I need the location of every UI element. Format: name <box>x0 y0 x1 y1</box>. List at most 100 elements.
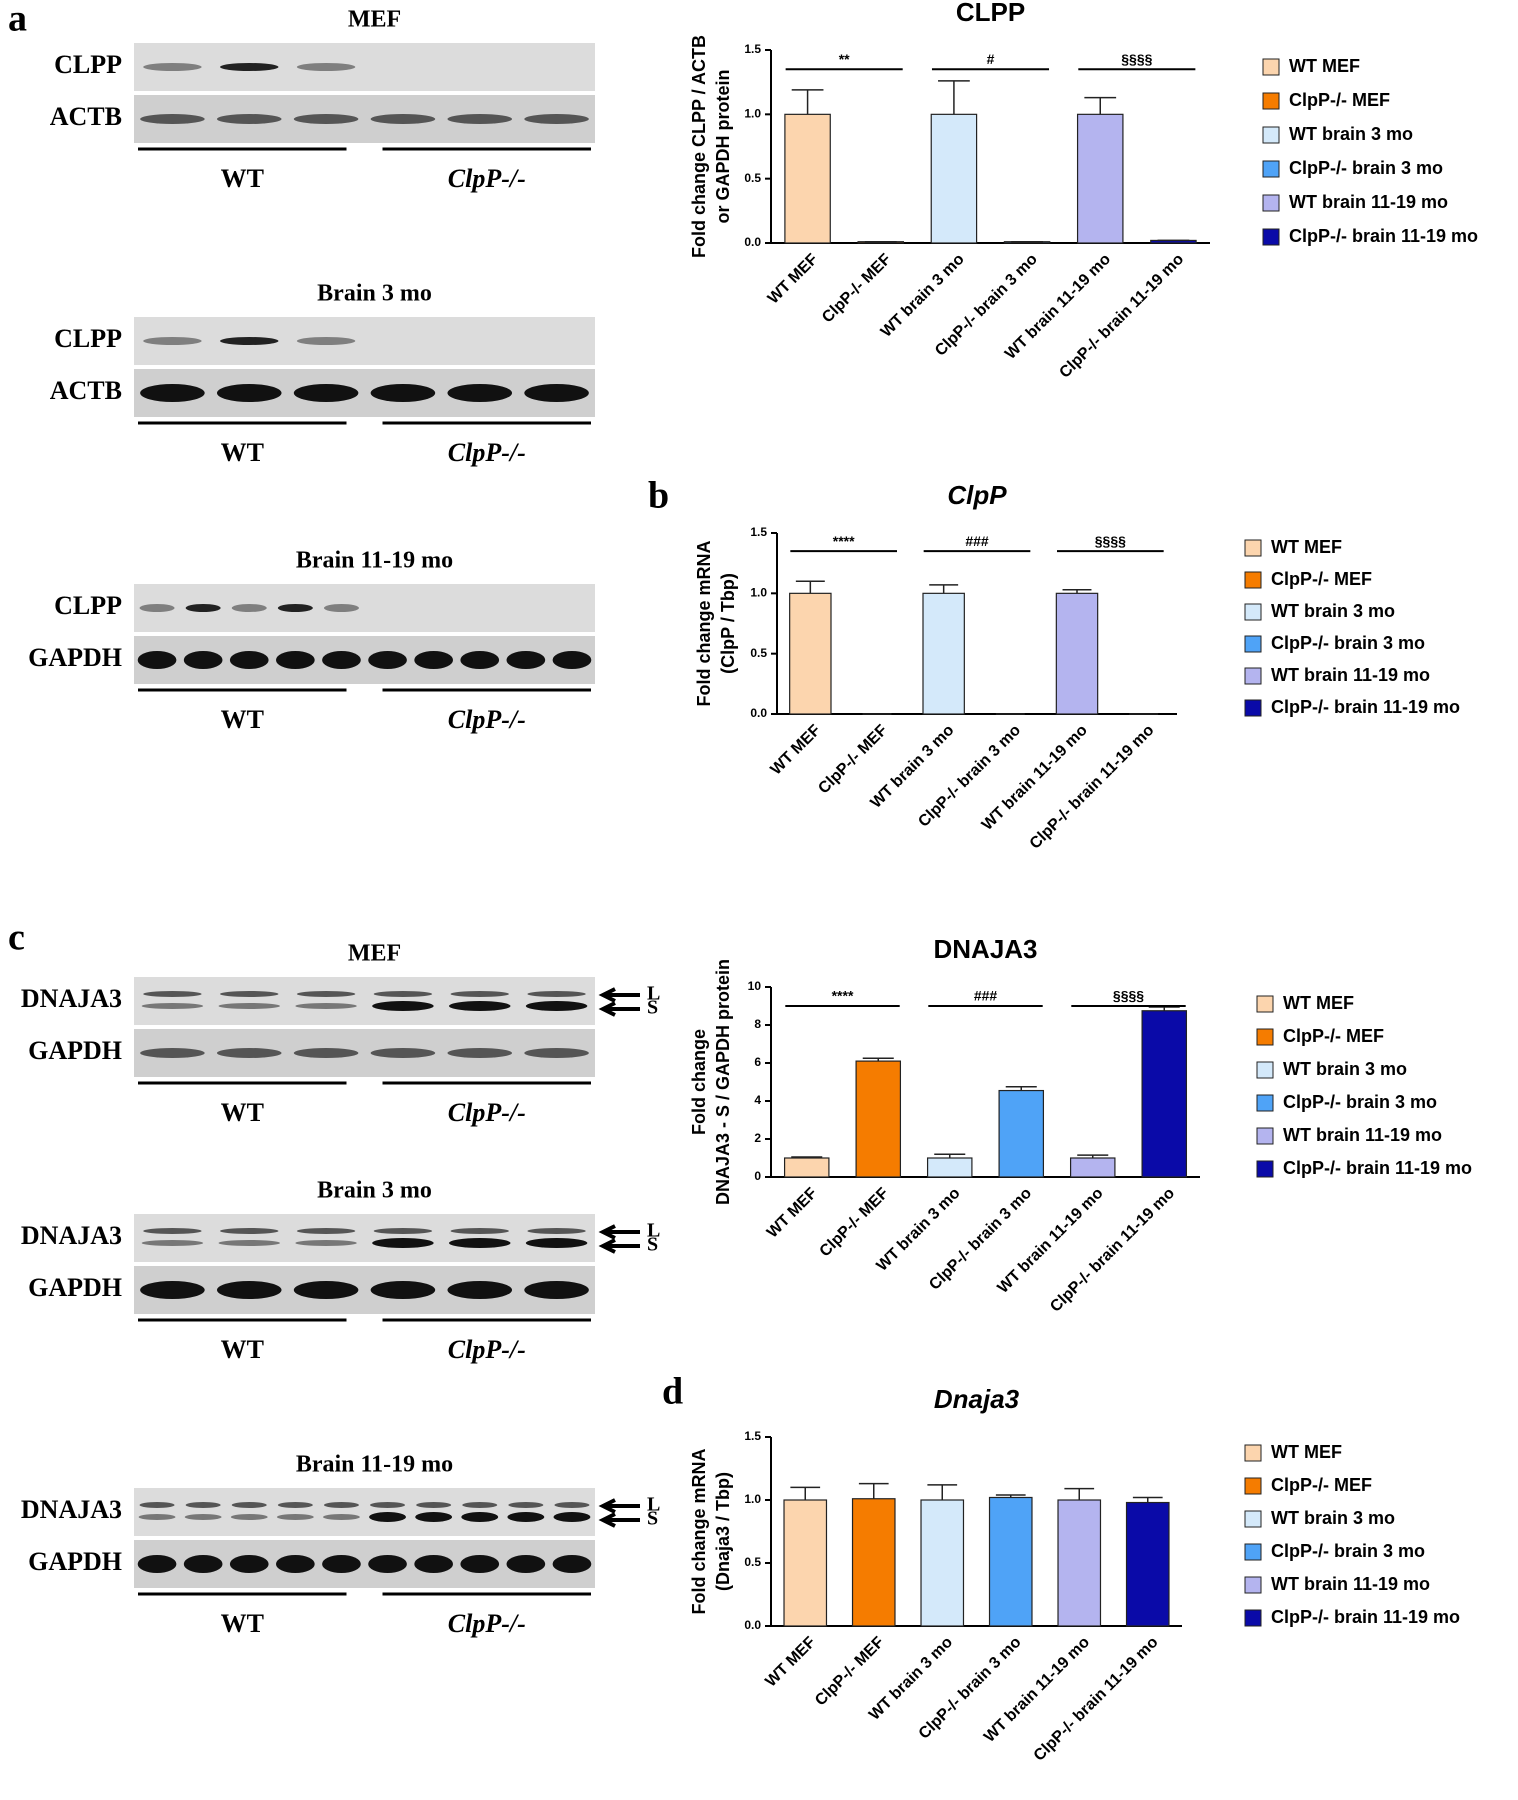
legend-swatch <box>1256 1127 1274 1145</box>
blot-row-label: DNAJA3 <box>21 984 122 1013</box>
band <box>322 1555 361 1573</box>
band <box>323 1502 359 1508</box>
band <box>524 384 589 402</box>
arrow-label: L <box>647 983 660 1005</box>
legend-swatch <box>1262 58 1280 76</box>
legend-swatch <box>1256 1061 1274 1079</box>
bar <box>998 1089 1045 1178</box>
significance-label: # <box>987 51 995 67</box>
band <box>140 1048 205 1058</box>
error-bar <box>1005 1086 1037 1091</box>
bar <box>1057 1499 1102 1627</box>
legend-swatch <box>1244 635 1262 653</box>
band <box>229 651 269 669</box>
bar <box>1125 1501 1170 1627</box>
band <box>508 1502 544 1508</box>
band <box>370 384 436 402</box>
significance-label: **** <box>833 533 855 549</box>
legend-label: WT brain 11-19 mo <box>1283 1125 1442 1145</box>
error-bar <box>927 1484 958 1500</box>
blot-title: Brain 3 mo <box>317 1178 432 1204</box>
y-tick-label: 1.5 <box>744 42 761 56</box>
band <box>525 1001 588 1011</box>
bar <box>1141 1010 1188 1178</box>
significance-label: **** <box>832 988 854 1004</box>
band <box>275 1555 315 1573</box>
legend-swatch <box>1256 995 1274 1013</box>
band <box>185 604 221 612</box>
band <box>447 1281 513 1299</box>
band <box>449 1001 511 1011</box>
y-tick-label: 1.5 <box>750 525 767 539</box>
band <box>506 651 546 669</box>
y-tick-label: 1.0 <box>744 107 761 121</box>
band <box>450 1228 509 1234</box>
blot-row-label: ACTB <box>50 376 122 405</box>
legend-label: ClpP-/- brain 3 mo <box>1289 158 1443 178</box>
band <box>296 991 356 997</box>
legend-label: WT brain 3 mo <box>1271 1508 1395 1528</box>
error-bar <box>1062 588 1092 594</box>
band <box>140 384 205 402</box>
blot-strip <box>134 1029 595 1077</box>
y-tick-label: 0.5 <box>750 646 767 660</box>
blot-row-label: CLPP <box>54 50 122 79</box>
legend-label: ClpP-/- brain 3 mo <box>1271 633 1425 653</box>
y-tick-label: 1.0 <box>744 1492 761 1506</box>
band <box>143 63 202 71</box>
band <box>216 1048 282 1058</box>
band <box>220 337 279 345</box>
significance-label: ** <box>839 51 850 67</box>
band <box>218 1003 280 1009</box>
y-tick-label: 10 <box>748 979 762 993</box>
bar <box>855 1060 902 1178</box>
panel-letter: c <box>8 917 25 959</box>
legend-label: WT brain 3 mo <box>1271 601 1395 621</box>
x-tick-label: WT MEF <box>768 722 825 779</box>
error-bar <box>1132 1496 1163 1503</box>
band <box>527 1228 586 1234</box>
band <box>140 1281 205 1299</box>
arrow-label: S <box>647 997 658 1019</box>
band <box>143 991 202 997</box>
legend-label: ClpP-/- brain 11-19 mo <box>1283 1158 1472 1178</box>
legend-swatch <box>1256 1028 1274 1046</box>
band <box>216 384 282 402</box>
bar <box>1076 113 1124 244</box>
legend-swatch <box>1262 228 1280 246</box>
bar <box>926 1157 973 1178</box>
band <box>372 1238 434 1248</box>
band <box>323 604 359 612</box>
legend-label: WT brain 3 mo <box>1289 124 1413 144</box>
arrow-label: S <box>647 1508 658 1530</box>
y-axis-label: DNAJA3 - S / GAPDH protein <box>713 959 733 1205</box>
band <box>229 1555 269 1573</box>
arrow <box>598 1224 640 1240</box>
y-tick-label: 1.5 <box>744 1429 761 1443</box>
y-tick-label: 6 <box>754 1055 761 1069</box>
legend-label: WT brain 3 mo <box>1283 1059 1407 1079</box>
legend-label: ClpP-/- MEF <box>1271 1475 1372 1495</box>
legend-label: ClpP-/- brain 3 mo <box>1271 1541 1425 1561</box>
band <box>138 1514 176 1520</box>
y-tick-label: 0.5 <box>744 171 761 185</box>
error-bar <box>791 1156 823 1158</box>
error-bar <box>862 1057 894 1062</box>
band <box>370 1502 406 1508</box>
band <box>461 1512 499 1522</box>
band <box>415 1512 453 1522</box>
chart-title: ClpP <box>947 480 1007 510</box>
band <box>553 1512 591 1522</box>
band <box>296 63 356 71</box>
group-label: ClpP-/- <box>448 1098 526 1127</box>
legend-label: ClpP-/- brain 3 mo <box>1283 1092 1437 1112</box>
band <box>139 604 175 612</box>
legend-label: ClpP-/- MEF <box>1289 90 1390 110</box>
blot-row-label: CLPP <box>54 591 122 620</box>
legend-label: WT brain 11-19 mo <box>1289 192 1448 212</box>
legend-label: ClpP-/- brain 11-19 mo <box>1271 1607 1460 1627</box>
legend-swatch <box>1244 1543 1262 1561</box>
band <box>373 1228 433 1234</box>
band <box>447 1048 513 1058</box>
bar <box>922 592 965 715</box>
